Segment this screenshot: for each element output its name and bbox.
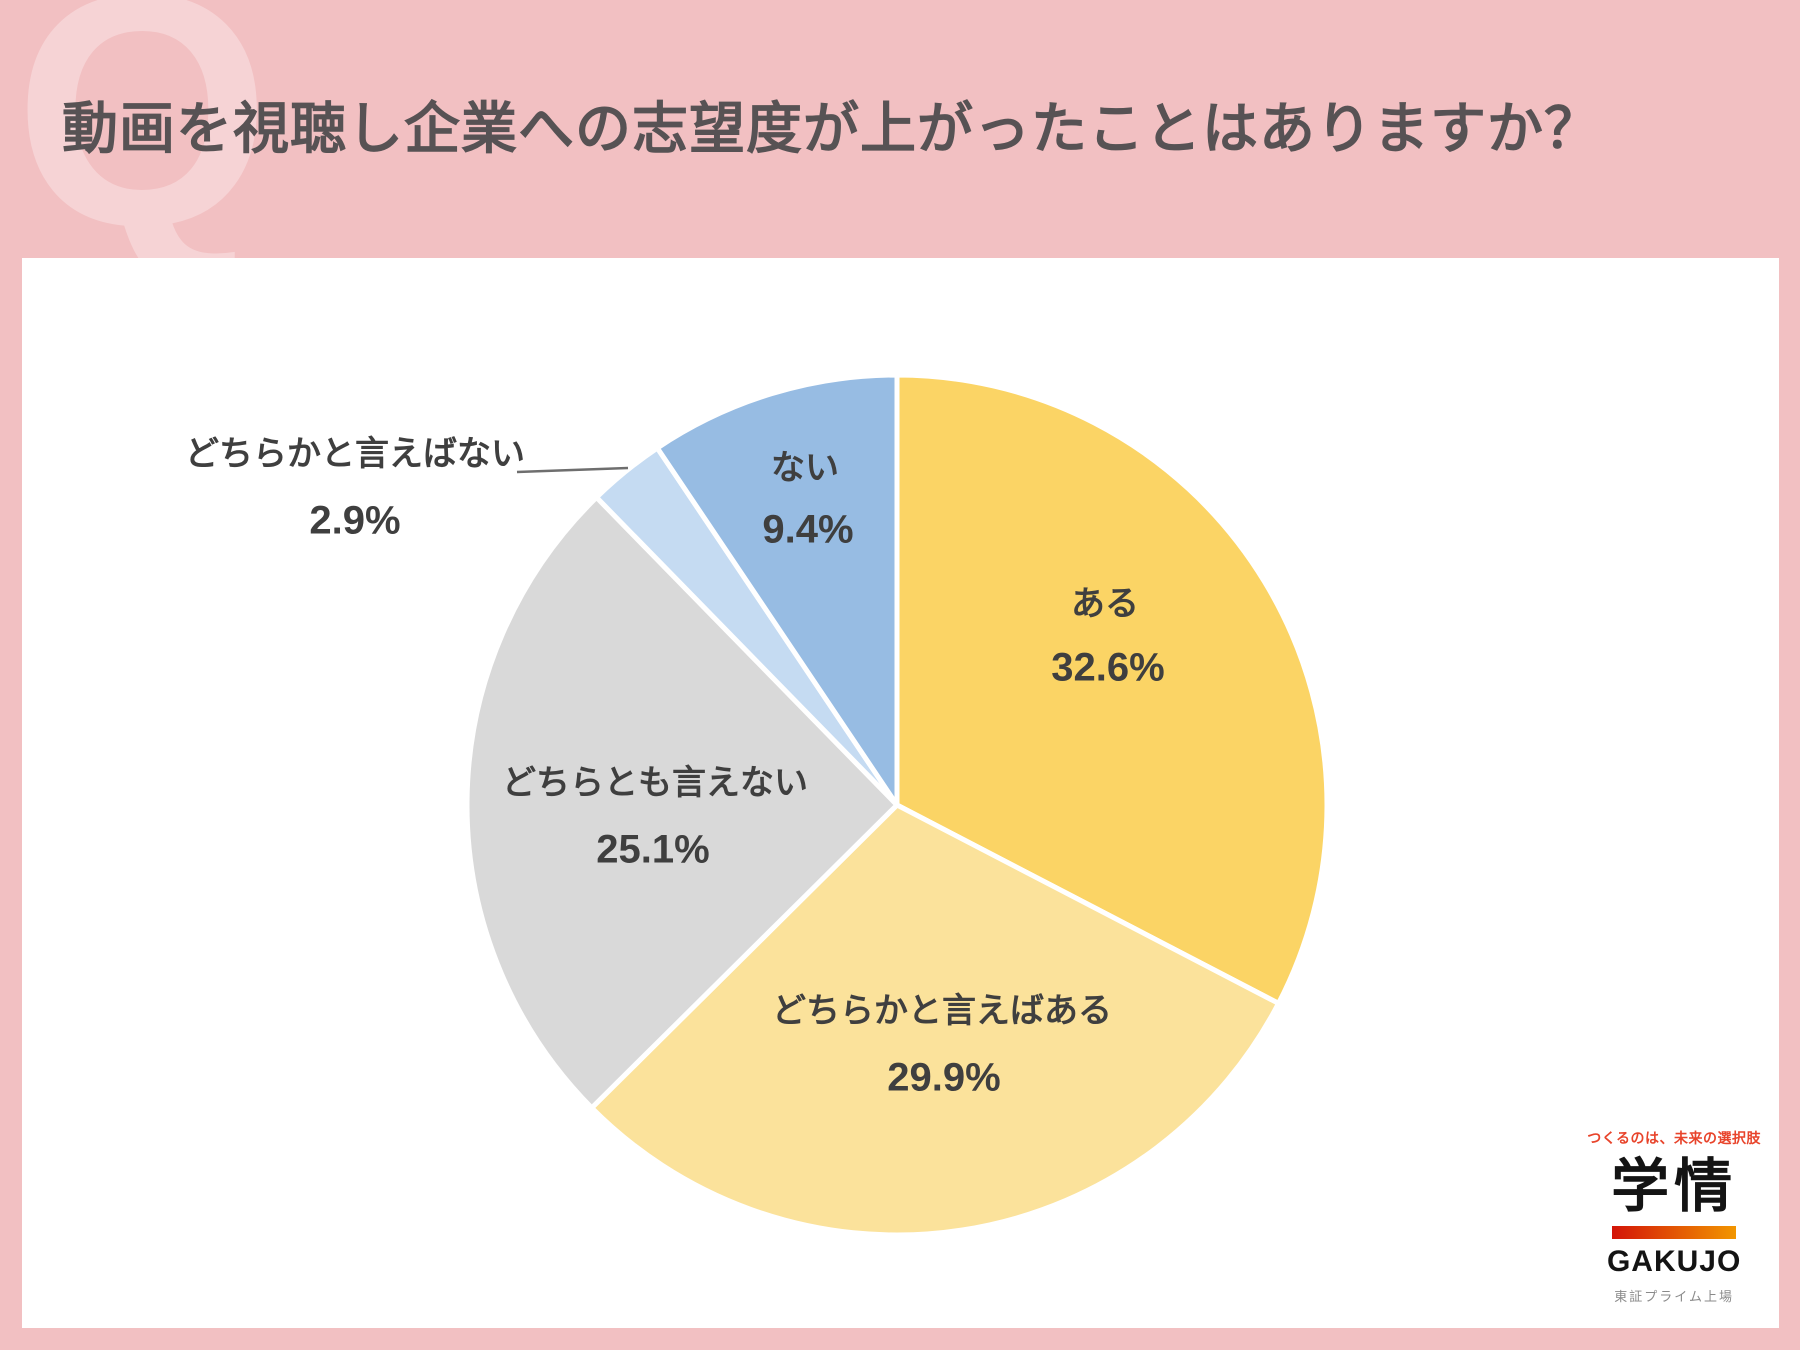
- pie-slice-2: [589, 802, 1281, 1238]
- pie-slice-5: [654, 372, 900, 808]
- question-watermark: Q: [14, 0, 271, 294]
- page-title: 動画を視聴し企業への志望度が上がったことはありますか？: [62, 97, 1601, 160]
- chart-panel: ある 32.6% どちらかと言えばある 29.9% どちらとも言えない 25.1% どちらか…: [22, 258, 1779, 1328]
- slice-percent-3: 25.1%: [596, 828, 709, 872]
- leader-line-slice-4: [516, 466, 629, 474]
- logo-gradient-bar: [1612, 1226, 1737, 1239]
- gakujo-logo: つくるのは、未来の選択肢 学情 GAKUJO 東証プライム上場: [1587, 1128, 1761, 1305]
- logo-tagline: つくるのは、未来の選択肢: [1587, 1130, 1761, 1146]
- slice-percent-2: 29.9%: [887, 1056, 1000, 1100]
- pie-chart-svg: ある 32.6% どちらかと言えばある 29.9% どちらとも言えない 25.1% どちらか…: [185, 372, 1330, 1238]
- slice-label-3: どちらとも言えない: [502, 764, 808, 802]
- slice-label-5: ない: [771, 449, 839, 487]
- slice-label-1: ある: [1071, 585, 1139, 623]
- slice-percent-5: 9.4%: [762, 508, 853, 552]
- slice-label-4: どちらかと言えばない: [185, 435, 525, 473]
- logo-listing-label: 東証プライム上場: [1614, 1289, 1734, 1304]
- pie-slice-3: [464, 494, 900, 1111]
- slice-percent-1: 32.6%: [1051, 646, 1164, 690]
- pie-slice-1: [894, 372, 1330, 1006]
- slice-percent-4: 2.9%: [309, 499, 400, 543]
- logo-brand-kanji: 学情: [1611, 1154, 1738, 1219]
- logo-brand-roman: GAKUJO: [1606, 1245, 1742, 1278]
- slice-label-2: どちらかと言えばある: [772, 992, 1112, 1030]
